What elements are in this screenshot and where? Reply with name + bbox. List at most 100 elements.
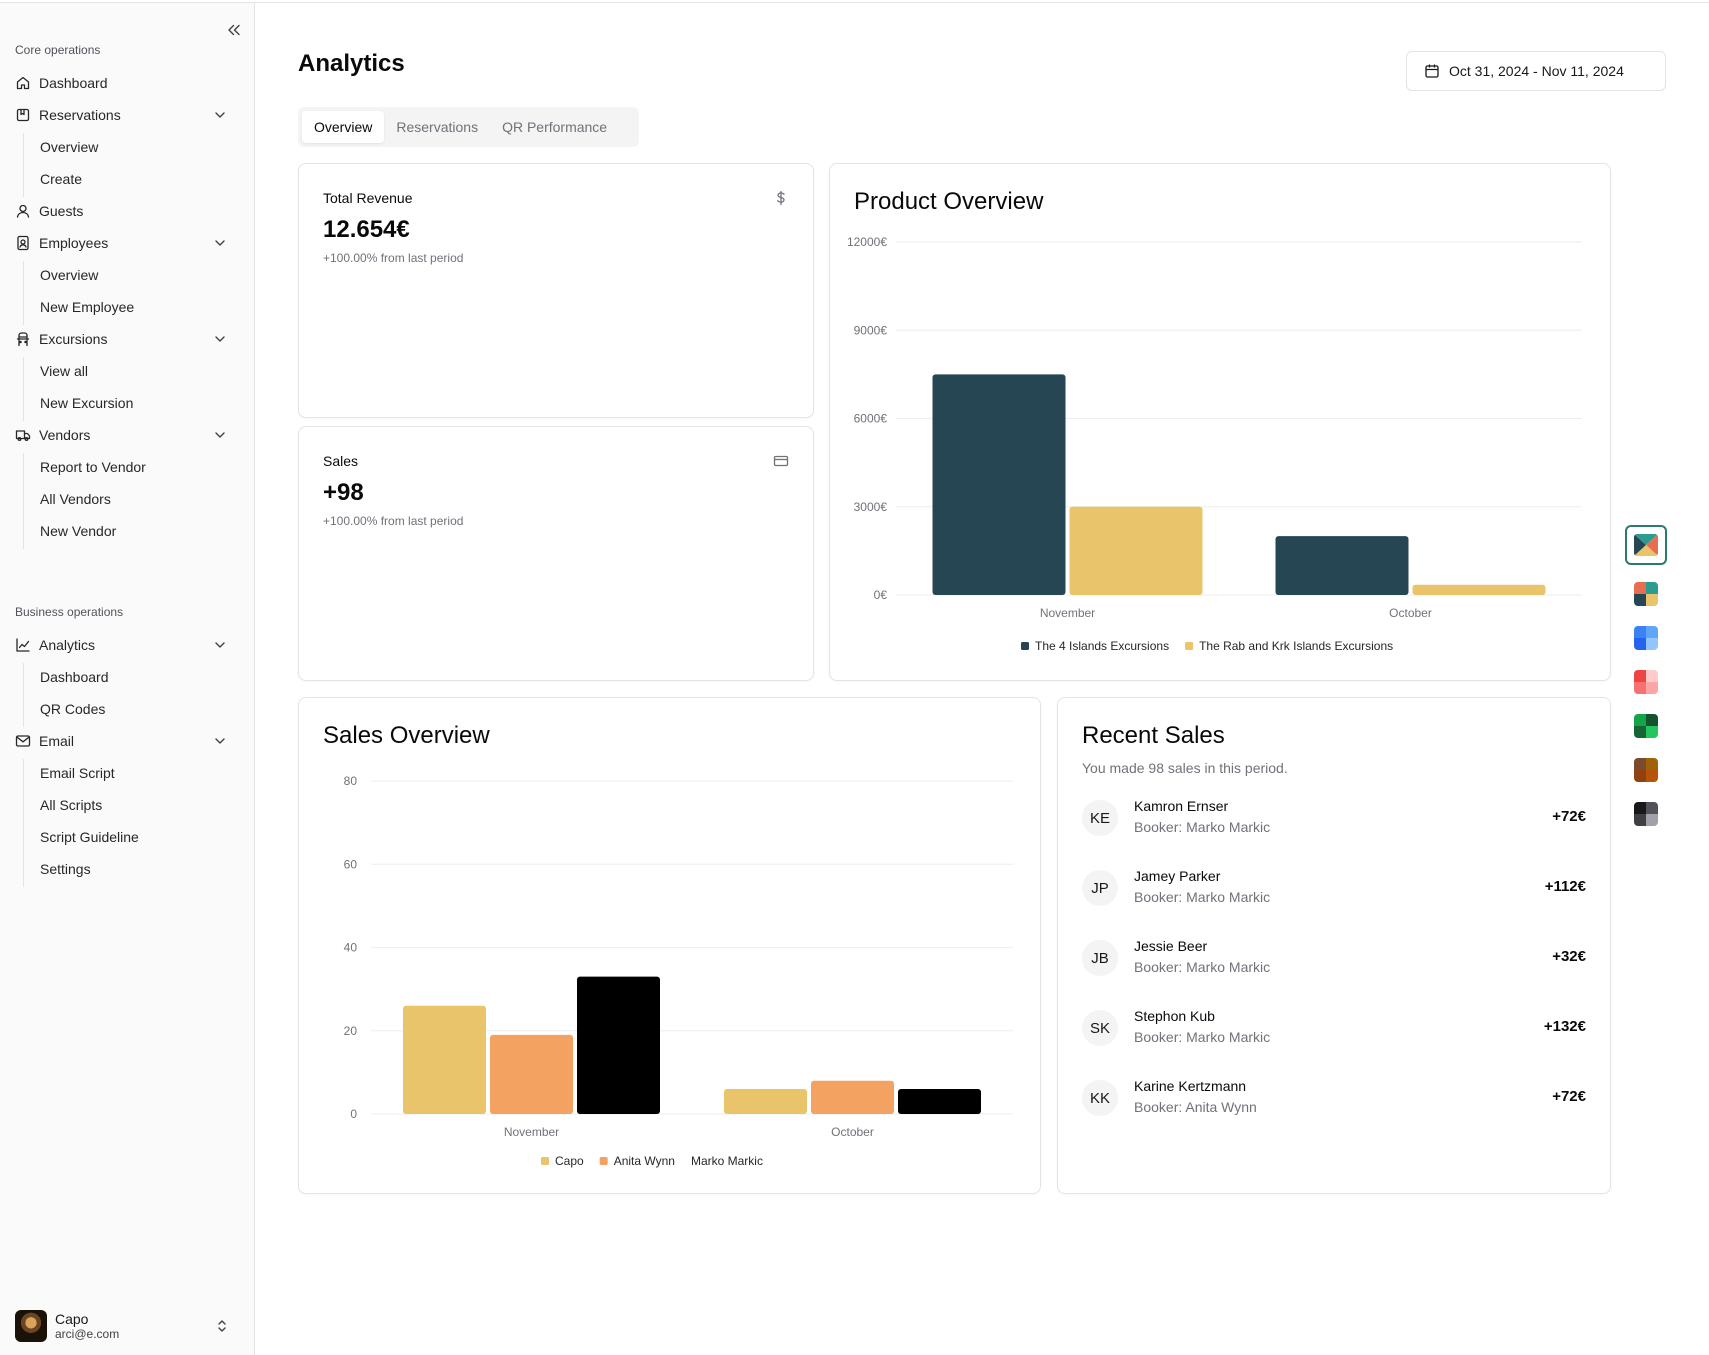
sidebar-item-label: Excursions: [39, 331, 108, 347]
legend-label: Marko Markic: [691, 1154, 763, 1168]
tab-qr-performance[interactable]: QR Performance: [502, 119, 608, 135]
legend-item: Capo: [541, 1154, 584, 1168]
collapse-sidebar-button[interactable]: [222, 18, 246, 42]
list-item: KK Karine Kertzmann Booker: Anita Wynn +72€: [1082, 1076, 1586, 1120]
x-tick-label: November: [504, 1125, 559, 1139]
credit-card-icon: [773, 455, 789, 467]
theme-swatch-rose[interactable]: [1634, 670, 1658, 694]
sidebar-subitem-all-vendors[interactable]: All Vendors: [40, 491, 111, 507]
bookmark-icon: [16, 108, 30, 122]
sidebar-subitem-new-vendor[interactable]: New Vendor: [40, 523, 117, 539]
sidebar-subitem-overview[interactable]: Overview: [40, 267, 99, 283]
sidebar-item-vendors[interactable]: Vendors: [15, 421, 240, 449]
sidebar-subitem-new-excursion[interactable]: New Excursion: [40, 395, 134, 411]
avatar: JB: [1082, 940, 1118, 976]
avatar: [15, 1310, 47, 1342]
sidebar-item-dashboard[interactable]: Dashboard: [15, 69, 240, 97]
user-icon: [16, 204, 30, 218]
sidebar-subitem-all-scripts[interactable]: All Scripts: [40, 797, 103, 813]
sidebar-subitem-settings[interactable]: Settings: [40, 861, 91, 877]
sidebar-subitem-dashboard[interactable]: Dashboard: [40, 669, 109, 685]
customer-name: Karine Kertzmann: [1134, 1078, 1247, 1094]
sidebar-submenu: Email Script All Scripts Script Guideline S…: [23, 759, 139, 887]
theme-swatch-blue[interactable]: [1634, 626, 1658, 650]
sidebar-subitem-view-all[interactable]: View all: [40, 363, 88, 379]
sidebar-submenu: Dashboard QR Codes: [23, 663, 109, 727]
sale-amount: +112€: [1544, 878, 1586, 895]
legend-item: Anita Wynn: [599, 1154, 675, 1168]
theme-swatch-multicolor[interactable]: [1625, 525, 1667, 565]
card-description: You made 98 sales in this period.: [1082, 760, 1288, 776]
chevron-down-icon: [215, 336, 225, 342]
nav-icon: [15, 107, 31, 123]
y-tick-label: 9000€: [854, 323, 888, 337]
nav-icon: [15, 203, 31, 219]
sidebar: Core operations Dashboard Reservations Over…: [0, 3, 255, 1355]
chevrons-left-icon: [228, 24, 240, 36]
theme-swatch-coral-teal[interactable]: [1634, 582, 1658, 606]
list-item: KE Kamron Ernser Booker: Marko Markic +72€: [1082, 796, 1586, 840]
mail-icon: [15, 735, 31, 747]
card-title: Recent Sales: [1082, 722, 1225, 749]
sidebar-subitem-script-guideline[interactable]: Script Guideline: [40, 829, 139, 845]
nav-icon: [15, 75, 31, 91]
sidebar-item-label: Analytics: [39, 637, 96, 653]
analytics-tabs: Overview Reservations QR Performance: [298, 107, 639, 147]
sidebar-subitem-overview[interactable]: Overview: [40, 139, 99, 155]
nav-icon: [15, 427, 31, 443]
chevron-down-icon: [215, 432, 225, 438]
page-title: Analytics: [298, 50, 405, 77]
booker-name: Booker: Marko Markic: [1134, 959, 1271, 975]
list-item: JB Jessie Beer Booker: Marko Markic +32€: [1082, 936, 1586, 980]
badge-icon: [17, 235, 29, 251]
sidebar-item-label: Email: [39, 733, 75, 749]
bar: [811, 1080, 894, 1114]
user-email: arci@e.com: [55, 1326, 120, 1341]
sidebar-item-employees[interactable]: Employees: [15, 229, 240, 257]
chevron-down-icon: [215, 642, 225, 648]
legend-swatch: [599, 1157, 608, 1165]
sidebar-subitem-create[interactable]: Create: [40, 171, 83, 187]
line-chart-icon: [16, 638, 30, 652]
user-menu[interactable]: Capo arci@e.com: [15, 1306, 240, 1346]
sidebar-item-guests[interactable]: Guests: [15, 197, 240, 225]
stat-change: +100.00% from last period: [323, 251, 464, 265]
avatar: JP: [1082, 870, 1118, 906]
customer-name: Jessie Beer: [1134, 938, 1208, 954]
card-title: Product Overview: [854, 188, 1044, 215]
sale-amount: +32€: [1552, 948, 1586, 965]
sidebar-submenu: Overview New Employee: [23, 261, 134, 325]
theme-swatch-dark[interactable]: [1634, 802, 1658, 826]
sidebar-group-label: Business operations: [15, 605, 124, 619]
sidebar-subitem-report-to-vendor[interactable]: Report to Vendor: [40, 459, 146, 475]
chevron-down-icon: [215, 738, 225, 744]
customer-name: Jamey Parker: [1134, 868, 1221, 884]
sales-overview-card: Sales Overview 0 20 40 60 80 November October C…: [298, 697, 1041, 1194]
tab-reservations[interactable]: Reservations: [396, 119, 479, 135]
sidebar-submenu: Report to Vendor All Vendors New Vendor: [23, 453, 146, 549]
bar: [898, 1089, 981, 1114]
bar: [724, 1089, 807, 1114]
bar: [1275, 536, 1409, 595]
bar: [1069, 506, 1203, 595]
theme-swatch-brown[interactable]: [1634, 758, 1658, 782]
dollar-icon: [777, 190, 785, 206]
truck-icon: [15, 430, 31, 441]
theme-swatch-green[interactable]: [1634, 714, 1658, 738]
avatar: KE: [1082, 800, 1118, 836]
sidebar-subitem-new-employee[interactable]: New Employee: [40, 299, 135, 315]
customer-name: Stephon Kub: [1134, 1008, 1215, 1024]
sidebar-item-reservations[interactable]: Reservations: [15, 101, 240, 129]
booker-name: Booker: Marko Markic: [1134, 819, 1271, 835]
bus-icon: [16, 332, 30, 347]
tab-overview[interactable]: Overview: [302, 111, 385, 143]
sidebar-item-analytics[interactable]: Analytics: [15, 631, 240, 659]
sidebar-submenu: View all New Excursion: [23, 357, 133, 421]
sidebar-item-excursions[interactable]: Excursions: [15, 325, 240, 353]
sidebar-subitem-qr-codes[interactable]: QR Codes: [40, 701, 106, 717]
avatar: SK: [1082, 1010, 1118, 1046]
sidebar-subitem-email-script[interactable]: Email Script: [40, 765, 115, 781]
sidebar-item-email[interactable]: Email: [15, 727, 240, 755]
date-range-picker[interactable]: Oct 31, 2024 - Nov 11, 2024: [1406, 51, 1666, 91]
booker-name: Booker: Marko Markic: [1134, 1029, 1271, 1045]
